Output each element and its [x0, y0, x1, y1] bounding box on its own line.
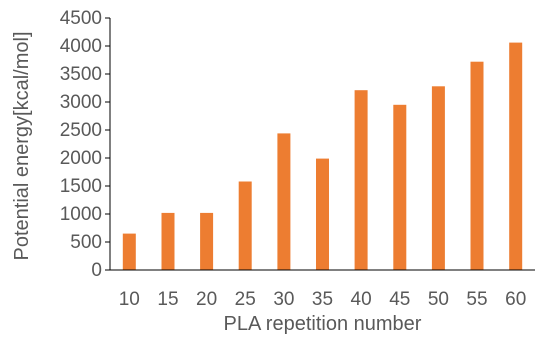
y-tick-label: 3500	[60, 64, 102, 85]
y-axis-ticks: 0 500 1000 1500 2000 2500 3000 3500 4000 4500	[60, 8, 110, 281]
y-tick-label: 500	[70, 232, 102, 253]
x-tick-label: 55	[466, 289, 487, 310]
bar-45	[393, 104, 407, 270]
x-tick-label: 20	[196, 289, 217, 310]
x-axis-ticks: 10 15 20 25 30 35 40 45 50 55 60	[119, 289, 527, 310]
bar-60	[509, 42, 523, 270]
x-tick-label: 35	[312, 289, 333, 310]
bar-55	[470, 61, 484, 271]
bar-35	[316, 158, 329, 270]
x-tick-label: 10	[119, 289, 140, 310]
x-tick-label: 30	[273, 289, 294, 310]
bar-30	[277, 133, 291, 270]
y-tick-label: 1000	[60, 204, 102, 225]
bar-50	[431, 86, 445, 270]
bar-40	[354, 90, 368, 270]
bar-25	[238, 181, 252, 270]
bar-15	[161, 212, 175, 270]
y-tick-label: 2500	[60, 120, 102, 141]
x-tick-label: 15	[157, 289, 178, 310]
x-tick-label: 50	[428, 289, 449, 310]
bar-series	[122, 42, 523, 271]
x-tick-label: 45	[389, 289, 410, 310]
bar-10	[122, 233, 136, 270]
y-tick-label: 3000	[60, 92, 102, 113]
y-tick-label: 1500	[60, 176, 102, 197]
x-axis-title: PLA repetition number	[224, 313, 422, 335]
x-tick-label: 25	[235, 289, 256, 310]
y-tick-label: 2000	[60, 148, 102, 169]
x-tick-label: 60	[505, 289, 526, 310]
bar-20	[200, 212, 214, 270]
y-tick-label: 4000	[60, 36, 102, 57]
y-axis-title: Potential energy[kcal/mol]	[11, 31, 33, 260]
x-tick-label: 40	[351, 289, 372, 310]
y-tick-label: 0	[91, 260, 102, 281]
y-tick-label: 4500	[60, 8, 102, 29]
